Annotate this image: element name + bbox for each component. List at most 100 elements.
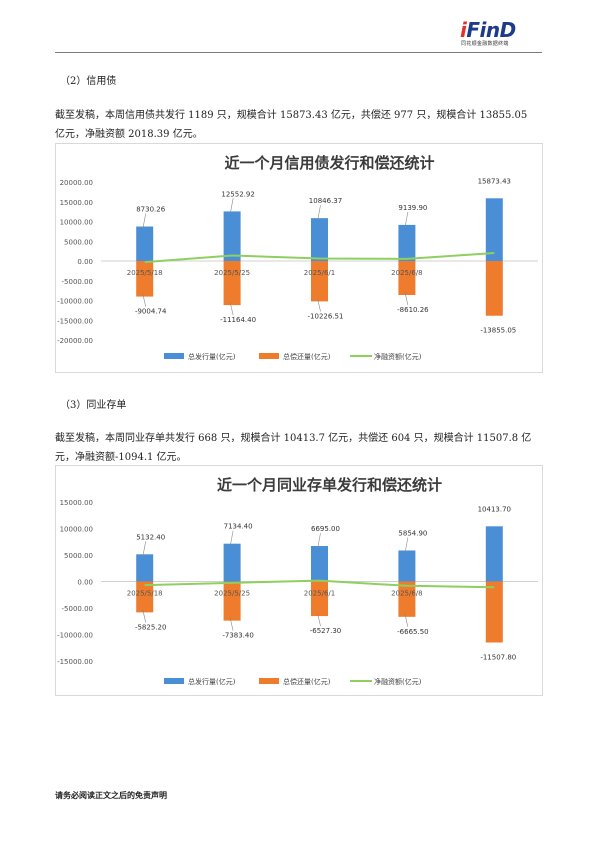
chart1-category-label: 2025/5/18: [127, 590, 163, 598]
chart0-repay-leader: [229, 302, 234, 316]
chart-ncd: 近一个月同业存单发行和偿还统计 15000.00 10000.00 5000.00 0.…: [55, 465, 543, 696]
chart1-issue-bar: [311, 546, 328, 582]
chart0-legend-label: 总偿还量(亿元): [283, 352, 331, 361]
chart0-ytick-label: 5000.00: [64, 238, 93, 246]
chart1-ytick-label: -15000.00: [57, 658, 93, 666]
chart0-issue-label: 9139.90: [398, 204, 427, 212]
chart0-ytick-label: 20000.00: [60, 179, 93, 187]
chart1-issue-leader: [142, 541, 146, 558]
chart0-title: 近一个月信用债发行和偿还统计: [224, 154, 434, 172]
chart0-legend-label: 净融资额(亿元): [374, 352, 422, 361]
chart1-repay-label: -6665.50: [397, 628, 428, 636]
chart0-ytick-label: -20000.00: [57, 337, 93, 345]
chart1-repay-bar: [136, 581, 154, 613]
chart1-category-label: 2025/6/8: [391, 590, 422, 598]
chart1-issue-bar: [485, 526, 503, 582]
chart1-category-label: 2025/6/1: [304, 590, 335, 598]
chart1-issue-label: 5132.40: [136, 533, 165, 541]
logo-subtitle: 同花顺金融数据终端: [461, 41, 509, 47]
paragraph-credit-bonds: 截至发稿，本周信用债共发行 1189 只，规模合计 15873.43 亿元，共偿…: [55, 110, 528, 140]
chart1-legend-label: 净融资额(亿元): [374, 677, 422, 686]
chart0-issue-label: 8730.26: [136, 206, 165, 214]
chart1-legend-swatch: [164, 678, 184, 684]
chart-ncd-svg: 近一个月同业存单发行和偿还统计 15000.00 10000.00 5000.00 0.…: [57, 476, 538, 686]
chart0-repay-label: -9004.74: [135, 308, 167, 316]
chart1-issue-label: 10413.70: [478, 505, 511, 513]
chart0-category-label: 2025/5/18: [127, 269, 163, 277]
chart1-ytick-label: -10000.00: [57, 632, 93, 640]
chart0-legend-label: 总发行量(亿元): [188, 352, 236, 361]
chart1-issue-leader: [229, 530, 234, 547]
chart1-issue-bar: [398, 550, 416, 582]
chart0-ytick-label: -15000.00: [57, 317, 93, 325]
chart0-legend-swatch: [164, 353, 184, 359]
chart0-issue-leader: [404, 211, 409, 228]
chart0-repay-bar: [223, 261, 241, 306]
chart1-repay-label: -5825.20: [135, 623, 166, 631]
chart1-repay-bar: [223, 581, 241, 621]
chart0-issue-leader: [317, 205, 321, 222]
chart0-category-label: 2025/5/25: [214, 269, 250, 277]
chart1-repay-bar: [485, 581, 503, 643]
chart1-ytick-label: 10000.00: [60, 526, 93, 534]
chart0-issue-leader: [229, 198, 234, 215]
chart1-net-line: [144, 579, 495, 589]
chart0-issue-bar: [485, 198, 503, 261]
chart0-ytick-label: 0.00: [77, 258, 93, 266]
chart1-issue-label: 6695.00: [311, 525, 340, 533]
chart1-repay-bar: [311, 581, 328, 617]
chart0-legend-swatch: [259, 353, 279, 359]
section-title-ncd: （3）同业存单: [60, 400, 127, 411]
chart1-category-label: 2025/5/25: [214, 590, 250, 598]
chart0-issue-label: 10846.37: [309, 197, 342, 205]
paragraph-ncd: 截至发稿，本周同业存单共发行 668 只，规模合计 10413.7 亿元，共偿还…: [55, 433, 532, 463]
disclaimer-footer: 请务必阅读正文之后的免责声明: [55, 791, 167, 800]
chart1-legend-label: 总偿还量(亿元): [283, 677, 331, 686]
chart0-net-line: [144, 252, 495, 264]
chart0-repay-leader: [142, 293, 146, 307]
chart0-repay-label: -8610.26: [397, 306, 429, 314]
chart0-repay-leader: [404, 291, 409, 306]
chart0-repay-label: -11164.40: [220, 316, 256, 324]
chart1-legend-swatch: [259, 678, 279, 684]
chart0-repay-bar: [311, 261, 328, 302]
chart0-category-label: 2025/6/8: [391, 269, 422, 277]
chart0-issue-bar: [223, 211, 241, 261]
chart0-repay-leader: [317, 298, 321, 312]
chart1-ytick-label: 15000.00: [60, 499, 93, 507]
chart1-ytick-label: 5000.00: [64, 552, 93, 560]
chart1-repay-label: -11507.80: [480, 653, 516, 661]
chart0-issue-bar: [398, 224, 416, 261]
chart-credit-bonds-svg: 近一个月信用债发行和偿还统计 20000.00 15000.00 10000.00 50…: [57, 154, 538, 361]
chart1-repay-leader: [142, 609, 146, 623]
chart1-repay-label: -6527.30: [310, 627, 341, 635]
chart0-repay-bar: [398, 261, 416, 296]
chart1-issue-label: 7134.40: [224, 523, 253, 531]
chart0-issue-leader: [142, 213, 146, 230]
chart0-ytick-label: -5000.00: [62, 278, 93, 286]
chart1-title: 近一个月同业存单发行和偿还统计: [217, 476, 442, 494]
ifind-logo: iFinD 同花顺金融数据终端: [460, 18, 530, 50]
chart0-ytick-label: -10000.00: [57, 298, 93, 306]
logo-wordmark: iFinD: [460, 18, 516, 42]
chart0-issue-bar: [136, 226, 154, 261]
chart0-issue-label: 12552.92: [221, 190, 254, 198]
chart1-issue-leader: [404, 537, 409, 554]
header-divider: [55, 52, 542, 53]
chart1-ytick-label: -5000.00: [62, 605, 93, 613]
chart1-repay-leader: [317, 613, 321, 627]
chart1-repay-leader: [229, 617, 234, 631]
chart0-repay-label: -10226.51: [308, 312, 344, 320]
chart1-issue-leader: [317, 532, 321, 550]
chart1-issue-label: 5854.90: [398, 529, 427, 537]
chart1-legend-label: 总发行量(亿元): [188, 677, 236, 686]
chart-credit-bonds: 近一个月信用债发行和偿还统计 20000.00 15000.00 10000.00 50…: [55, 143, 543, 373]
chart1-repay-label: -7383.40: [222, 632, 253, 640]
chart1-issue-bar: [223, 543, 241, 582]
section-title-credit-bonds: （2）信用债: [60, 76, 117, 87]
chart0-issue-bar: [311, 218, 328, 261]
chart1-repay-leader: [404, 613, 409, 627]
chart0-category-label: 2025/6/1: [304, 269, 335, 277]
chart0-repay-label: -13855.05: [480, 327, 516, 335]
chart1-issue-bar: [136, 554, 154, 582]
